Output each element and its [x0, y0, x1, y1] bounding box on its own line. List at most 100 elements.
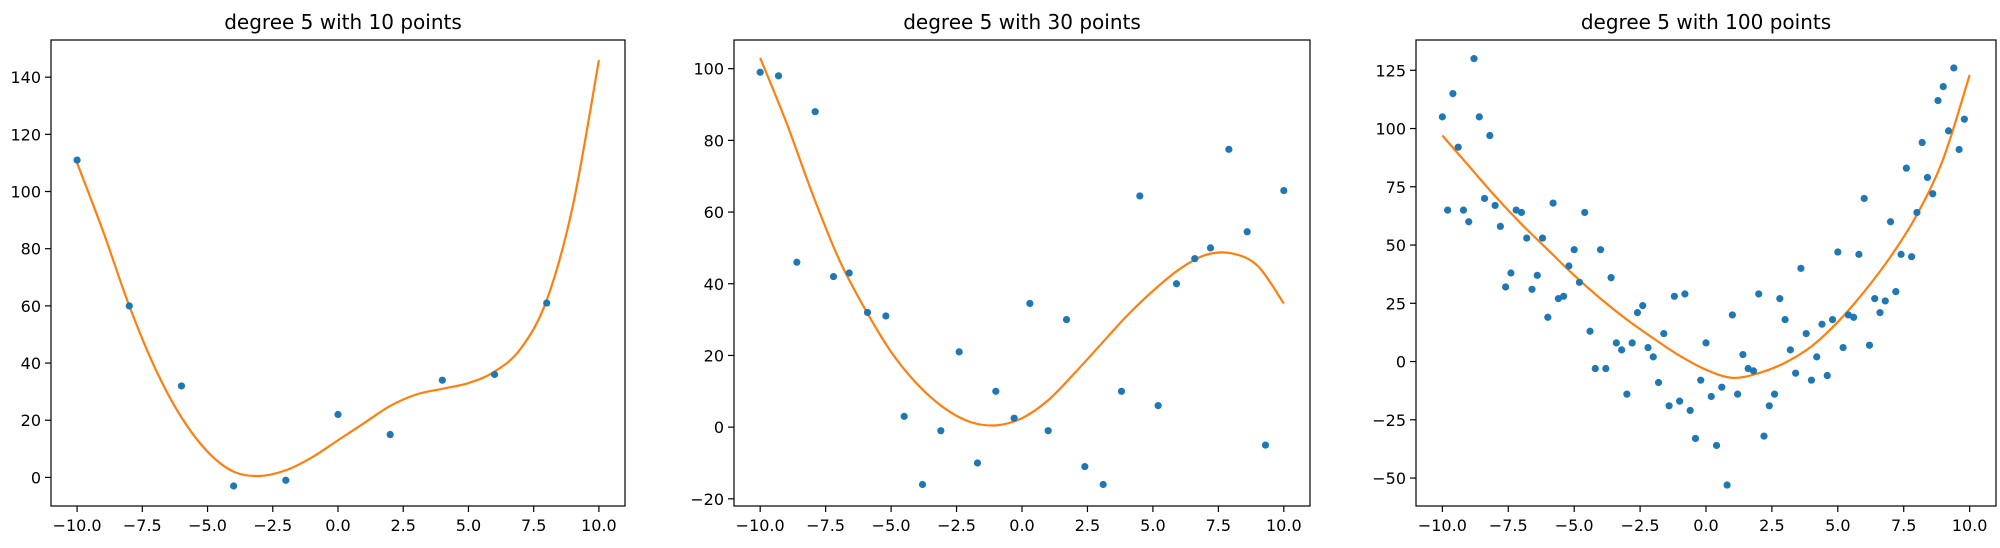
subplot-1-x-tick-label: 10.0 — [581, 516, 617, 535]
subplot-2-data-point — [1206, 244, 1215, 252]
subplot-1-y-tick-label: 20 — [21, 411, 41, 430]
subplot-3-data-point — [1496, 222, 1504, 230]
subplot-3-data-point — [1923, 173, 1932, 182]
subplot-3-y-tick-label: 75 — [1386, 178, 1406, 197]
subplot-2-ticks: −10.0 −7.5 −5.0 −2.5 0.0 2.5 5.0 7.5 10.0 −20 0 20 4… — [690, 60, 1301, 535]
subplot-3-data-point — [1755, 290, 1763, 298]
subplot-1-data-point — [73, 156, 81, 164]
subplot-2-x-tick-label: −10.0 — [736, 516, 785, 535]
subplot-3-y-tick-label: −25 — [1372, 411, 1406, 430]
subplot-1-y-tick-label: 0 — [31, 468, 41, 487]
subplot-3-x-tick-label: 2.5 — [1759, 516, 1784, 535]
subplot-3-title: degree 5 with 100 points — [1581, 10, 1831, 34]
subplot-3-data-point — [1876, 309, 1884, 317]
subplot-3-data-point — [1913, 208, 1921, 217]
subplot-3-data-point — [1865, 341, 1874, 349]
subplot-2-x-tick-label: −2.5 — [937, 516, 976, 535]
subplot-2-data-point — [756, 68, 764, 76]
subplot-2-data-point — [811, 108, 819, 116]
subplot-2-curve-layer — [759, 57, 1285, 427]
subplot-3-data-point — [1486, 131, 1494, 140]
subplot-1-curve-layer — [76, 59, 600, 478]
subplot-2-data-point — [1172, 280, 1181, 288]
subplot-2-data-point — [1191, 255, 1199, 263]
subplot-3-data-point — [1544, 313, 1552, 321]
subplot-3-data-point — [1892, 288, 1900, 296]
subplot-3-data-point — [1712, 441, 1721, 450]
subplot-2-title: degree 5 with 30 points — [903, 10, 1141, 34]
subplot-3-data-point — [1960, 115, 1968, 123]
subplot-3-data-point — [1491, 201, 1499, 210]
subplot-3-points-layer — [1438, 55, 1968, 489]
subplot-3-x-tick-label: −7.5 — [1489, 516, 1528, 535]
subplot-3-data-point — [1549, 199, 1557, 207]
subplot-3-data-point — [1855, 250, 1863, 258]
subplot-2-data-point — [829, 272, 838, 281]
subplot-3-data-point — [1459, 206, 1468, 214]
subplot-3-x-tick-label: 7.5 — [1891, 516, 1916, 535]
subplot-2-y-tick-label: 20 — [704, 346, 724, 365]
subplot-2-data-point — [1044, 427, 1052, 435]
subplot-3-data-point — [1881, 297, 1889, 305]
subplot-3-data-point — [1691, 434, 1700, 443]
subplot-2-data-point — [1243, 228, 1251, 236]
subplot-3-data-point — [1749, 367, 1758, 375]
subplot-2-data-point — [793, 258, 801, 266]
subplot-2-data-point — [1081, 462, 1089, 471]
subplot-3-data-point — [1734, 390, 1742, 398]
subplot-3-data-point — [1475, 113, 1483, 121]
subplot-1-x-tick-label: −5.0 — [188, 516, 227, 535]
subplot-3-data-point — [1886, 218, 1895, 226]
subplot-3-data-point — [1818, 320, 1826, 328]
subplot-3-data-point — [1770, 390, 1779, 398]
subplot-1-ticks: −10.0 −7.5 −5.0 −2.5 0.0 2.5 5.0 7.5 10.0 0 20 40 60… — [10, 68, 616, 535]
subplot-3-data-point — [1533, 271, 1541, 279]
subplot-3-data-point — [1723, 481, 1731, 489]
subplot-3-y-tick-label: 50 — [1386, 236, 1406, 255]
subplot-1-data-point — [177, 382, 186, 390]
subplot-2-x-tick-label: 10.0 — [1266, 516, 1302, 535]
subplot-3-data-point — [1538, 234, 1547, 242]
subplot-2-data-point — [774, 72, 783, 80]
subplot-3-data-point — [1792, 369, 1800, 377]
subplot-3-x-tick-label: −2.5 — [1621, 516, 1660, 535]
subplot-3-data-point — [1639, 302, 1647, 310]
subplot-3-data-point — [1575, 278, 1584, 286]
subplot-3-data-point — [1523, 234, 1531, 242]
subplot-2-data-point — [1062, 316, 1071, 324]
subplot-1-x-tick-label: −10.0 — [53, 516, 102, 535]
subplot-3-x-tick-label: 0.0 — [1693, 516, 1718, 535]
subplot-3-data-point — [1649, 353, 1657, 361]
subplot-3-data-point — [1850, 313, 1858, 321]
subplot-3-data-point — [1823, 371, 1831, 380]
subplot-2: degree 5 with 30 points −10.0 −7.5 −5.0 −2.… — [690, 10, 1311, 535]
subplot-3-data-point — [1665, 402, 1673, 410]
subplot-2-data-point — [1225, 145, 1233, 153]
subplot-3-data-point — [1607, 274, 1615, 282]
subplot-3-data-point — [1660, 329, 1668, 338]
subplot-3-fit-curve — [1441, 74, 1971, 380]
subplot-3-data-point — [1444, 206, 1452, 214]
subplot-3-data-point — [1438, 113, 1446, 121]
subplot-3-data-point — [1728, 311, 1736, 319]
subplot-3-frame — [1415, 39, 1997, 507]
subplot-3-data-point — [1839, 343, 1847, 352]
subplot-3-data-point — [1507, 269, 1515, 277]
subplot-3-data-point — [1686, 406, 1694, 415]
subplot-1-points-layer — [73, 156, 551, 490]
subplot-3-data-point — [1902, 164, 1910, 172]
subplot-3-curve-layer — [1441, 74, 1971, 380]
subplot-3: degree 5 with 100 points −10.0 −7.5 −5.0 −2… — [1372, 10, 1997, 535]
subplot-3-data-point — [1786, 346, 1794, 354]
subplot-3-data-point — [1570, 246, 1578, 254]
subplot-2-y-tick-label: −20 — [690, 490, 724, 509]
subplot-3-x-tick-label: 10.0 — [1952, 516, 1988, 535]
subplot-2-data-point — [1261, 441, 1270, 449]
subplot-3-x-tick-label: −10.0 — [1418, 516, 1467, 535]
subplot-3-data-point — [1765, 402, 1773, 410]
subplot-2-y-tick-label: 60 — [704, 203, 724, 222]
subplot-3-data-point — [1644, 343, 1652, 352]
subplot-2-fit-curve — [759, 57, 1285, 427]
subplot-3-data-point — [1591, 364, 1599, 373]
subplot-3-data-point — [1802, 329, 1810, 338]
